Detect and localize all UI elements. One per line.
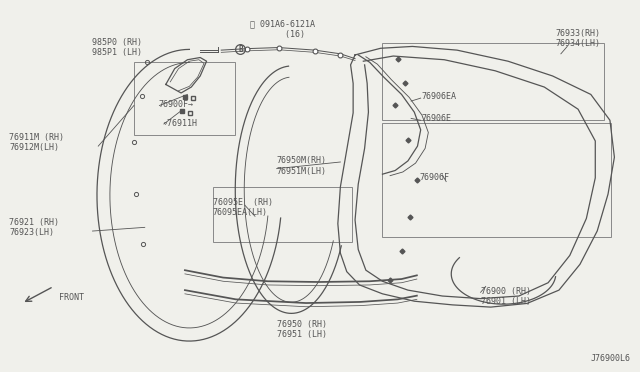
Text: 76906F: 76906F: [419, 173, 449, 182]
Text: ⌔76911H: ⌔76911H: [162, 119, 197, 128]
Text: J76900L6: J76900L6: [591, 354, 631, 363]
Text: 76095E  (RH)
76095EA(LH): 76095E (RH) 76095EA(LH): [213, 198, 273, 217]
Bar: [134, 62, 235, 135]
Text: 76921 (RH)
76923(LH): 76921 (RH) 76923(LH): [9, 218, 59, 237]
Bar: [213, 187, 352, 242]
Text: 76906E: 76906E: [422, 114, 452, 123]
Bar: [383, 44, 604, 120]
Text: FRONT: FRONT: [59, 293, 84, 302]
Text: Ⓑ 091A6-6121A
       (16): Ⓑ 091A6-6121A (16): [250, 20, 315, 39]
Text: 76906EA: 76906EA: [422, 92, 457, 101]
Text: 76950 (RH)
76951 (LH): 76950 (RH) 76951 (LH): [277, 320, 327, 339]
Text: 76900 (RH)
76901 (LH): 76900 (RH) 76901 (LH): [481, 287, 531, 307]
Text: B: B: [238, 45, 243, 54]
Text: 985P0 (RH)
985P1 (LH): 985P0 (RH) 985P1 (LH): [92, 38, 141, 57]
Text: 76933(RH)
76934(LH): 76933(RH) 76934(LH): [556, 29, 600, 48]
Bar: [383, 123, 611, 237]
Text: 76950M(RH)
76951M(LH): 76950M(RH) 76951M(LH): [276, 156, 326, 176]
Text: 76911M (RH)
76912M(LH): 76911M (RH) 76912M(LH): [9, 133, 64, 152]
Text: 76900F→: 76900F→: [158, 100, 193, 109]
